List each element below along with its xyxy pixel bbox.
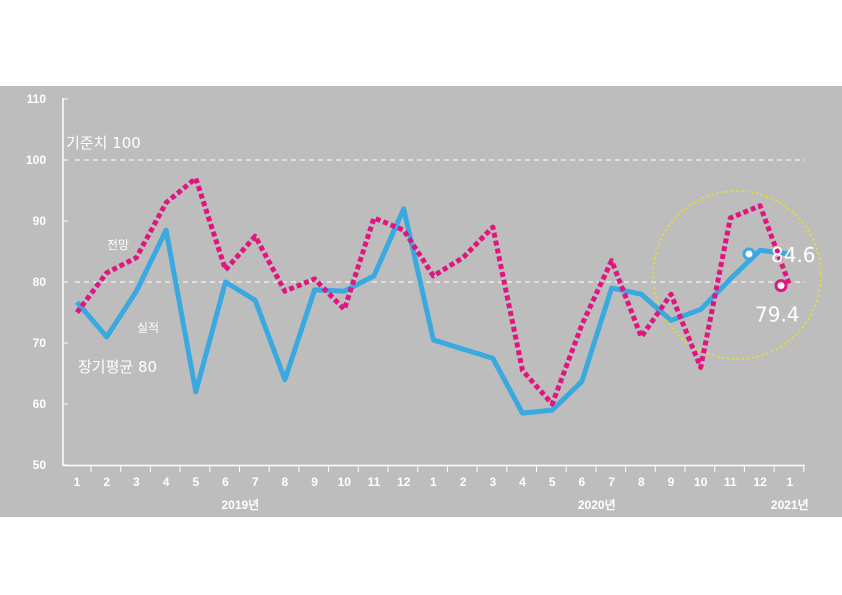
x-tick-label: 2 [460,475,467,489]
x-tick-label: 8 [282,475,289,489]
y-tick-label: 60 [33,397,47,411]
x-tick-label: 7 [252,475,259,489]
x-tick-label: 1 [430,475,437,489]
x-tick-label: 10 [694,475,708,489]
series-label: 실적 [137,321,159,335]
x-tick-label: 6 [579,475,586,489]
y-tick-label: 90 [33,214,47,228]
x-tick-label: 10 [338,475,352,489]
x-tick-label: 12 [753,475,767,489]
y-tick-label: 80 [33,275,47,289]
x-tick-label: 7 [608,475,615,489]
x-tick-label: 9 [668,475,675,489]
year-label: 2019년 [221,498,259,512]
end-marker [774,279,788,293]
series-label: 전망 [107,238,129,252]
x-tick-label: 6 [222,475,229,489]
reference-label: 장기평균 80 [78,358,157,376]
x-tick-label: 5 [192,475,199,489]
end-marker [742,247,756,261]
x-tick-label: 1 [74,475,81,489]
y-tick-label: 70 [33,336,47,350]
x-tick-label: 1 [786,475,793,489]
x-tick-label: 12 [397,475,411,489]
x-tick-label: 5 [549,475,556,489]
reference-label: 기준치 100 [66,134,141,152]
year-label: 2021년 [771,498,809,512]
end-value-label: 84.6 [771,243,816,267]
y-tick-label: 100 [26,153,46,167]
y-tick-label: 50 [33,458,47,472]
x-tick-label: 3 [489,475,496,489]
series-line-0 [75,206,791,416]
end-value-label: 79.4 [755,303,800,327]
x-tick-label: 4 [519,475,526,489]
year-label: 2020년 [578,498,616,512]
x-tick-label: 11 [724,475,737,489]
x-tick-label: 11 [368,475,381,489]
chart-panel [0,86,842,517]
series-line-1 [74,175,793,407]
x-tick-label: 2 [103,475,110,489]
x-tick-label: 8 [638,475,645,489]
x-tick-label: 9 [311,475,318,489]
x-tick-label: 4 [163,475,170,489]
x-tick-label: 3 [133,475,140,489]
y-tick-label: 110 [27,92,47,106]
highlight-circle [652,190,822,360]
